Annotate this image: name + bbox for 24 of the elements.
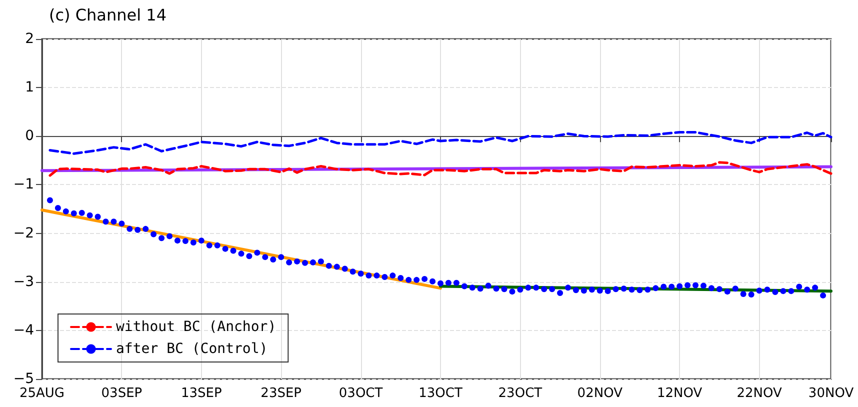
x-tick-label: 03OCT bbox=[338, 386, 383, 401]
x-tick-label: 13SEP bbox=[180, 386, 222, 401]
y-tick-label: −2 bbox=[13, 225, 34, 242]
line-series bbox=[48, 131, 832, 155]
chart-title: (c) Channel 14 bbox=[49, 6, 166, 24]
x-tick-label: 12NOV bbox=[656, 386, 702, 401]
y-tick-label: −3 bbox=[13, 274, 34, 290]
x-tick-label: 13OCT bbox=[418, 386, 462, 401]
x-tick-label: 30NOV bbox=[808, 386, 854, 401]
y-tick-label: 0 bbox=[25, 128, 34, 144]
x-tick-label: 02NOV bbox=[577, 386, 623, 401]
x-tick-label: 23OCT bbox=[498, 386, 542, 401]
y-tick-label: −5 bbox=[13, 371, 34, 387]
x-tick-label: 22NOV bbox=[736, 386, 782, 401]
legend-label: without BC (Anchor) bbox=[116, 319, 276, 335]
legend-label: after BC (Control) bbox=[116, 341, 268, 357]
y-tick-label: −4 bbox=[13, 322, 34, 338]
y-tick-label: 2 bbox=[25, 31, 34, 47]
line-series bbox=[48, 161, 832, 177]
x-tick-label: 23SEP bbox=[260, 386, 302, 401]
y-tick-label: 1 bbox=[25, 80, 34, 96]
x-tick-label: 03SEP bbox=[101, 386, 142, 401]
y-tick-label: −1 bbox=[13, 176, 34, 193]
x-tick-label: 25AUG bbox=[19, 386, 65, 401]
